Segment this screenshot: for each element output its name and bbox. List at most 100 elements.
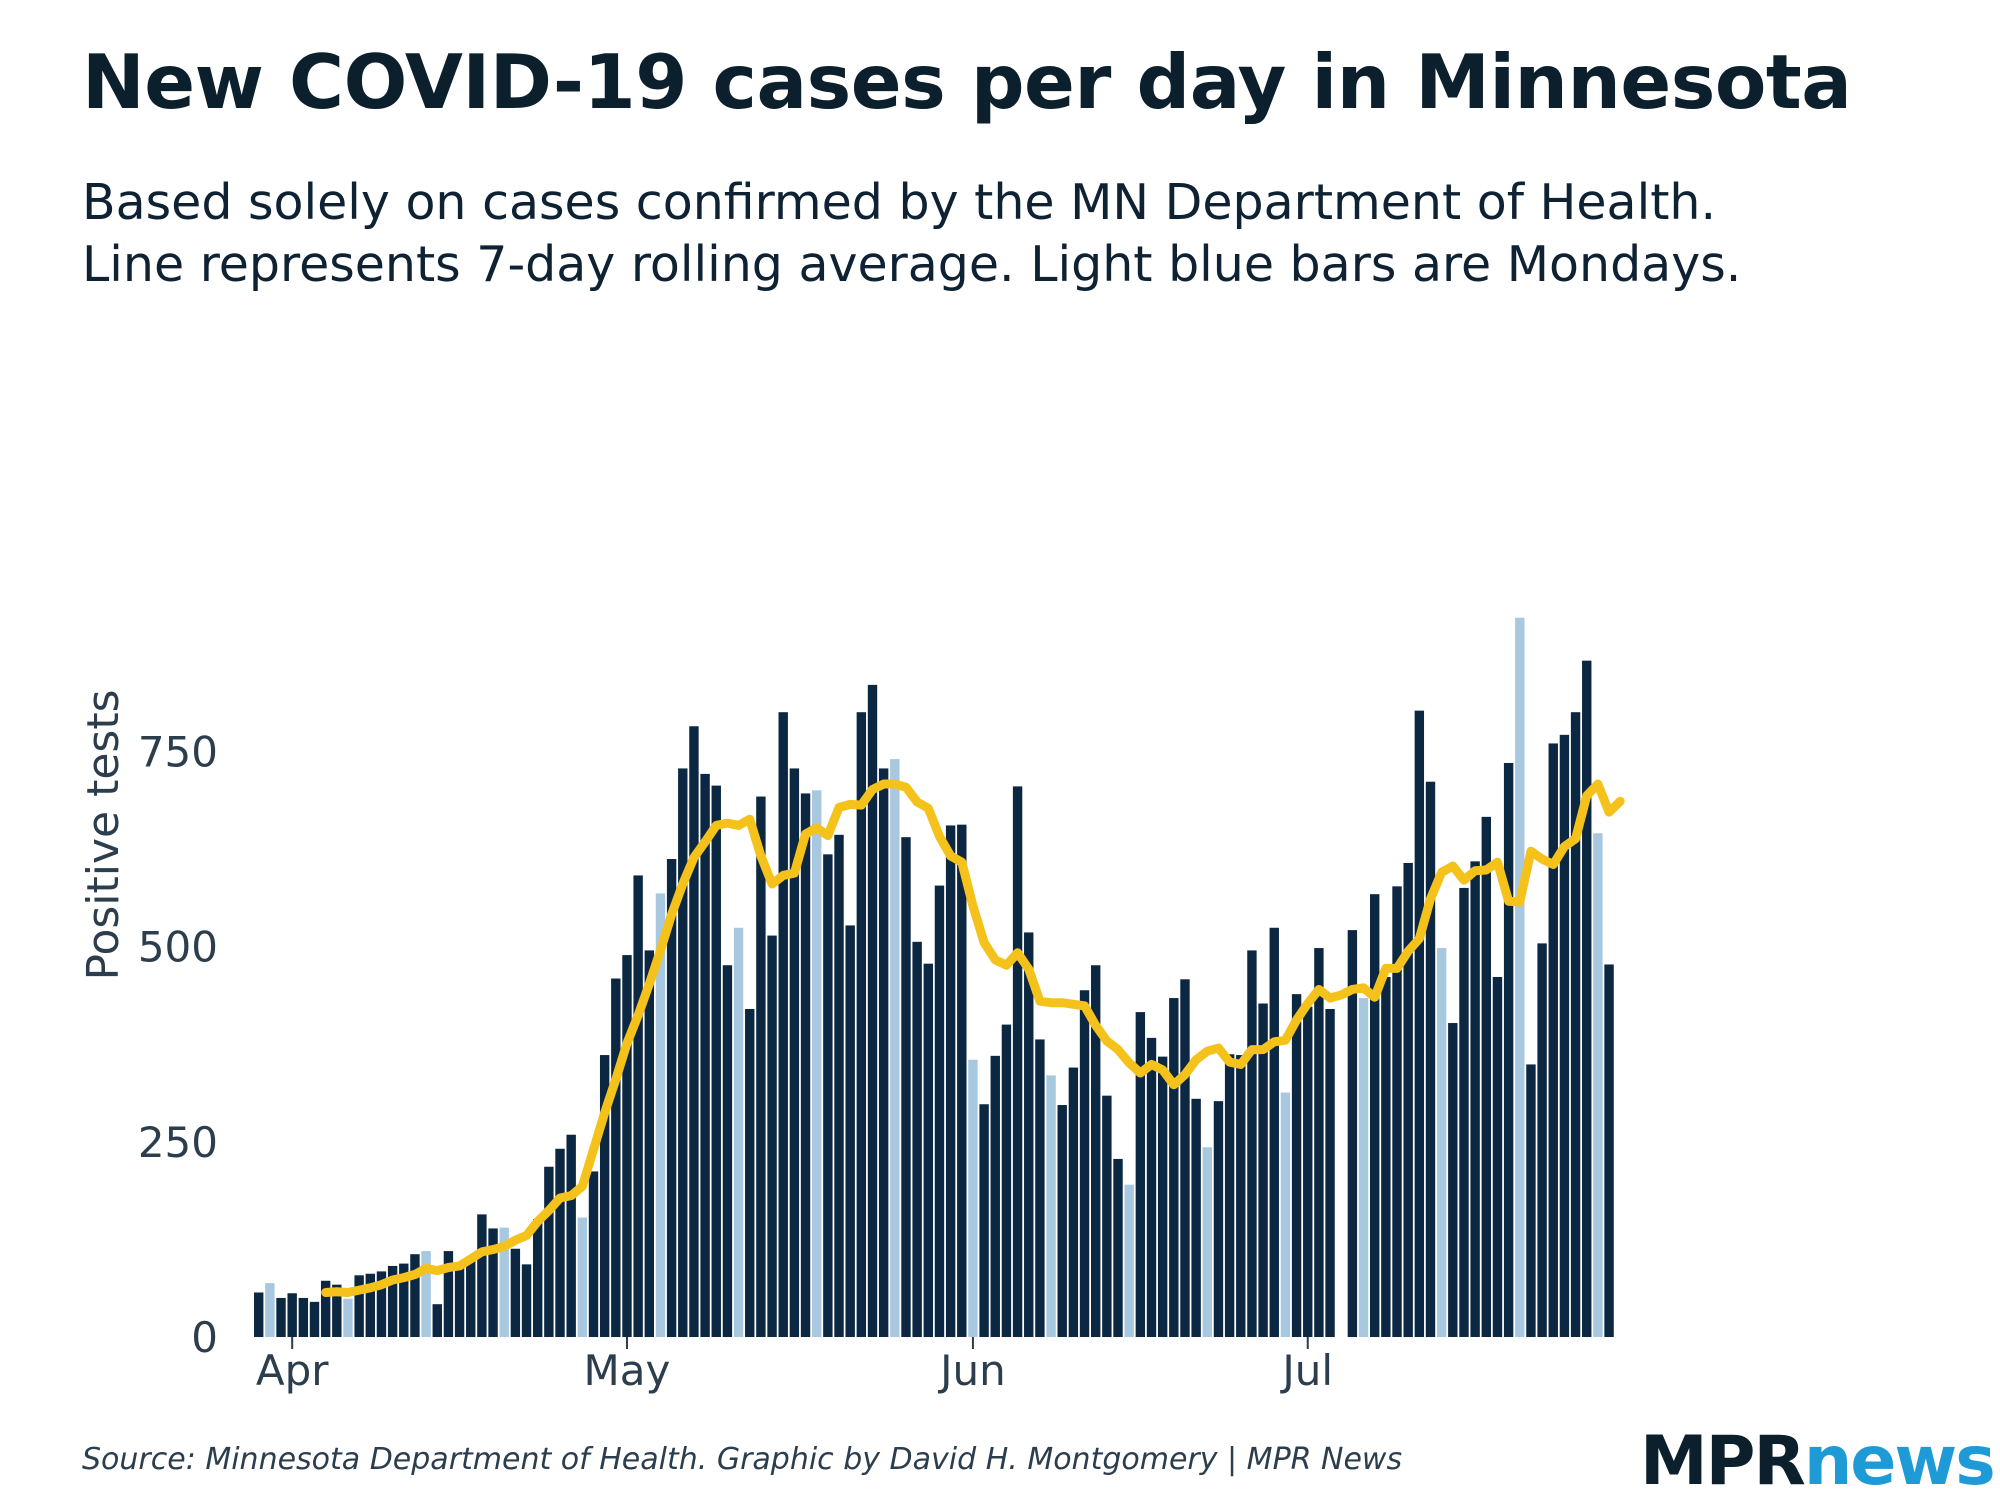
bar-monday [890,759,900,1337]
bar [1425,781,1436,1337]
bar [432,1304,442,1337]
bar [1570,712,1581,1337]
bar [678,768,688,1337]
bar [1113,1158,1123,1337]
y-tick-label: 0 [191,1313,218,1362]
bar [934,885,945,1337]
bar [1492,976,1503,1337]
bar [1191,1098,1201,1338]
bar [1582,660,1592,1337]
bar-monday [343,1298,353,1337]
bar [1448,1023,1458,1337]
bar [332,1284,342,1337]
bar [544,1166,554,1337]
bar [834,834,844,1337]
bar-monday [968,1059,978,1337]
bar-monday [1202,1147,1212,1337]
bar [1303,1006,1313,1337]
bar [767,935,777,1337]
bar [1526,1064,1536,1337]
bar [1057,1105,1067,1337]
bar [1135,1012,1146,1337]
bar [1091,965,1101,1337]
bar-monday [1593,833,1603,1337]
bar [901,837,911,1337]
bar [1392,886,1402,1337]
bar-monday [577,1217,588,1337]
logo-news: news [1803,1422,1996,1501]
bar-monday [1436,948,1447,1337]
bar [800,793,811,1337]
bar [1414,710,1425,1337]
bar [689,726,699,1337]
source-note: Source: Minnesota Department of Health. … [82,1442,1403,1477]
y-axis-ticks: 0 250 500 750 [138,727,218,1362]
y-tick-label: 250 [138,1118,218,1167]
subtitle-line-1: Based solely on cases confirmed by the M… [82,174,1717,231]
bar [588,1171,599,1337]
bar [1224,1054,1235,1337]
logo-mpr: MPR [1640,1422,1806,1501]
bar-monday [812,790,822,1337]
bar [387,1265,398,1337]
bar [756,796,766,1337]
bar [745,1008,755,1337]
bar-monday [421,1251,431,1337]
bar [912,941,922,1337]
chart-subtitle: Based solely on cases confirmed by the M… [82,172,1741,296]
bar [979,1104,989,1337]
bar [1012,786,1023,1337]
bar [778,712,788,1337]
bar [666,859,677,1337]
y-tick-label: 750 [138,727,218,776]
bar [287,1293,297,1337]
bar [867,684,878,1337]
bar [1269,927,1279,1337]
bar [622,955,632,1337]
bar [856,712,867,1337]
bar [298,1297,309,1337]
bar [1470,861,1480,1337]
bar [309,1301,320,1338]
bar [510,1248,521,1337]
x-axis-ticks: Apr May Jun Jul [256,1337,1333,1395]
bar [1548,743,1558,1337]
subtitle-line-2: Line represents 7-day rolling average. L… [82,236,1742,293]
bar-monday [499,1227,509,1337]
bar-monday [733,927,744,1337]
bar [878,768,889,1337]
bar [1559,734,1570,1337]
bar [555,1148,565,1337]
bar [488,1228,498,1337]
bar [1459,887,1469,1337]
bar [923,963,933,1337]
y-axis-label: Positive tests [78,689,129,980]
bar [644,950,654,1337]
bar [1169,998,1179,1337]
bar [1102,1095,1112,1337]
bar-monday [655,893,666,1337]
y-tick-label: 500 [138,923,218,972]
bar [477,1214,487,1337]
x-tick-label: Jun [937,1346,1006,1395]
bar [454,1264,465,1337]
bar [466,1258,476,1337]
x-tick-label: Apr [256,1346,329,1395]
bar [566,1134,576,1337]
bar [1247,950,1257,1337]
x-tick-label: May [584,1346,671,1395]
bar [1291,994,1302,1337]
bar [823,854,833,1337]
bar [533,1219,543,1337]
bar [1503,762,1514,1337]
chart-title: New COVID-19 cases per day in Minnesota [82,38,1852,126]
bar [990,1055,1000,1337]
bar-monday [1280,1092,1291,1337]
bar [722,965,733,1337]
bar [1370,894,1380,1337]
bar [1001,1024,1012,1337]
bar [1604,964,1614,1337]
rolling-average-line [321,779,1625,1297]
bar [1236,1055,1246,1337]
